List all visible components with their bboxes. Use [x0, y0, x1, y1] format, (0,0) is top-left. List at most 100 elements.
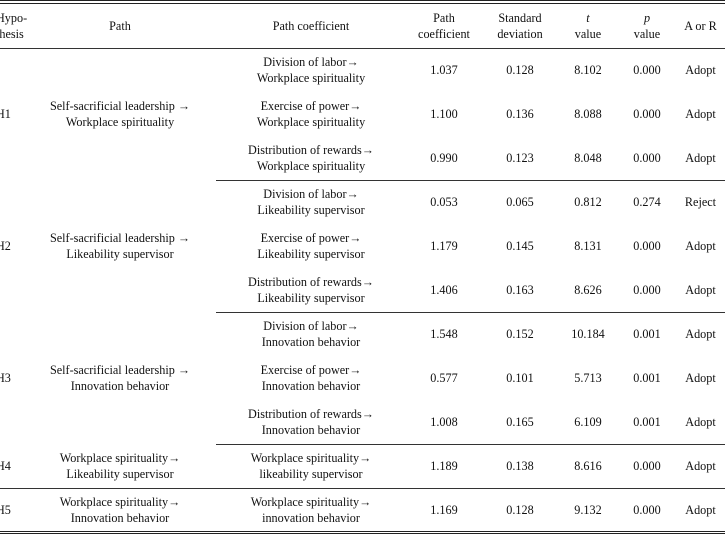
path-cell: Workplace spirituality→ Likeability super… [24, 444, 216, 489]
path-coefficient-desc-cell: Workplace spirituality→ likeability super… [216, 444, 406, 489]
header-path: Path [24, 0, 216, 49]
desc-line: Innovation behavior [261, 335, 361, 350]
path-coefficient-cell: 1.179 [430, 239, 458, 253]
p-value-cell: 0.000 [618, 136, 676, 181]
hypothesis-cell: H1 [0, 107, 11, 122]
path-coefficient-cell: 1.100 [430, 107, 458, 121]
desc-line: Exercise of power→ [260, 99, 362, 113]
adopt-reject-cell: Adopt [685, 371, 716, 385]
hypothesis-cell: H4 [0, 444, 24, 489]
desc-line: Likeability supervisor [257, 290, 365, 305]
table-row: H4 Workplace spirituality→ Likeability sup… [0, 444, 725, 489]
desc-line: Division of labor→ [263, 55, 359, 70]
desc-line: Workplace spirituality→ [250, 451, 372, 465]
adopt-reject-cell: Adopt [676, 136, 725, 181]
standard-deviation-cell: 0.138 [482, 444, 558, 489]
path-line: Workplace spirituality→ [59, 494, 181, 509]
path-coefficient-desc-cell: Distribution of rewards→ Likeability supe… [216, 268, 406, 313]
header-hypothesis: Hypo- thesis [0, 0, 27, 49]
adopt-reject-cell: Adopt [676, 400, 725, 445]
path-coefficient-desc-cell: Distribution of rewards→ Innovation behav… [216, 400, 406, 445]
standard-deviation-cell: 0.136 [506, 107, 534, 121]
desc-line: Workplace spirituality [256, 71, 366, 86]
desc-line: Distribution of rewards→ [248, 274, 374, 289]
desc-line: Division of labor→ [263, 319, 359, 334]
t-value-cell: 8.616 [558, 444, 618, 489]
t-value-cell: 8.048 [558, 136, 618, 181]
p-value-cell: 0.000 [618, 444, 676, 489]
header-t-value: t value [558, 0, 618, 49]
table-row: Distribution of rewards→ Likeability supe… [0, 268, 725, 313]
path-coefficient-cell: 0.053 [430, 195, 458, 210]
standard-deviation-cell: 0.128 [506, 63, 534, 78]
desc-line: likeability supervisor [259, 467, 363, 481]
path-line: Innovation behavior [70, 379, 170, 393]
p-value-cell: 0.000 [618, 488, 676, 534]
path-coefficient-cell: 0.577 [430, 371, 458, 385]
path-coefficient-cell: 1.189 [406, 444, 482, 489]
path-coefficient-desc-cell: Division of labor→ Likeability supervisor [216, 180, 406, 224]
path-line: Workplace spirituality [65, 115, 175, 130]
path-line: Self-sacrificial leadership → [49, 231, 191, 245]
adopt-reject-cell: Adopt [685, 107, 716, 121]
standard-deviation-cell: 0.152 [506, 327, 534, 342]
path-coefficient-desc-cell: Distribution of rewards→ Workplace spirit… [216, 136, 406, 181]
adopt-reject-cell: Reject [684, 195, 717, 210]
t-value-cell: 0.812 [574, 195, 602, 210]
hypothesis-cell: H2 [0, 239, 11, 253]
path-coefficient-cell: 1.037 [430, 63, 458, 78]
table-row: Exercise of power→ Innovation behavior 0.5… [0, 356, 725, 400]
desc-line: Exercise of power→ [260, 363, 362, 377]
path-line: Innovation behavior [70, 510, 170, 525]
t-value-cell: 8.088 [574, 107, 602, 121]
path-line: Likeability supervisor [66, 247, 174, 261]
standard-deviation-cell: 0.065 [506, 195, 534, 210]
path-line: Workplace spirituality→ [59, 450, 181, 465]
p-value-cell: 0.000 [633, 107, 661, 121]
desc-line: Workplace spirituality→ [250, 494, 372, 509]
t-value-cell: 6.109 [558, 400, 618, 445]
path-cell: Self-sacrificial leadership → Workplace s… [24, 48, 216, 180]
standard-deviation-cell: 0.165 [482, 400, 558, 445]
adopt-reject-cell: Adopt [676, 444, 725, 489]
table-row: Distribution of rewards→ Workplace spirit… [0, 136, 725, 181]
path-cell: Self-sacrificial leadership → Innovation … [24, 312, 216, 444]
path-coefficient-desc-cell: Exercise of power→ Innovation behavior [216, 356, 406, 400]
standard-deviation-cell: 0.145 [506, 239, 534, 253]
adopt-reject-cell: Adopt [685, 63, 716, 78]
p-value-cell: 0.000 [618, 268, 676, 313]
desc-line: Workplace spirituality [256, 115, 366, 129]
table-row: H2 Self-sacrificial leadership → Likeabili… [0, 180, 725, 261]
desc-line: innovation behavior [262, 510, 360, 525]
path-coefficient-cell: 1.406 [406, 268, 482, 313]
table-row: Exercise of power→ Likeability supervisor… [0, 224, 725, 268]
p-value-cell: 0.274 [633, 195, 661, 210]
table-row: Exercise of power→ Workplace spirituality… [0, 92, 725, 136]
desc-line: Likeability supervisor [257, 203, 365, 218]
t-value-cell: 9.132 [558, 488, 618, 534]
header-row: Hypo- thesis Path Path coefficient Path … [0, 0, 725, 49]
p-value-cell: 0.001 [618, 400, 676, 445]
path-coefficient-desc-cell: Exercise of power→ Likeability supervisor [216, 224, 406, 268]
adopt-reject-cell: Adopt [676, 488, 725, 534]
desc-line: Distribution of rewards→ [248, 142, 374, 157]
p-value-cell: 0.001 [633, 371, 661, 385]
adopt-reject-cell: Adopt [685, 239, 716, 253]
t-value-cell: 8.131 [574, 239, 602, 253]
header-standard-deviation: Standard deviation [482, 0, 558, 49]
hypothesis-cell: H5 [0, 488, 24, 534]
path-line: Self-sacrificial leadership → [49, 363, 191, 377]
path-line: Self-sacrificial leadership → [49, 99, 191, 114]
t-value-cell: 8.102 [574, 63, 602, 78]
desc-line: Innovation behavior [261, 422, 361, 437]
path-coefficient-desc-cell: Exercise of power→ Workplace spirituality [216, 92, 406, 136]
standard-deviation-cell: 0.123 [482, 136, 558, 181]
table-row: H5 Workplace spirituality→ Innovation beha… [0, 488, 725, 534]
table-body: H1 Self-sacrificial leadership → Workplace… [0, 48, 725, 534]
hypothesis-cell: H3 [0, 371, 11, 385]
desc-line: Exercise of power→ [260, 231, 362, 245]
path-cell: Workplace spirituality→ Innovation behavi… [24, 488, 216, 534]
path-coefficient-cell: 0.990 [406, 136, 482, 181]
